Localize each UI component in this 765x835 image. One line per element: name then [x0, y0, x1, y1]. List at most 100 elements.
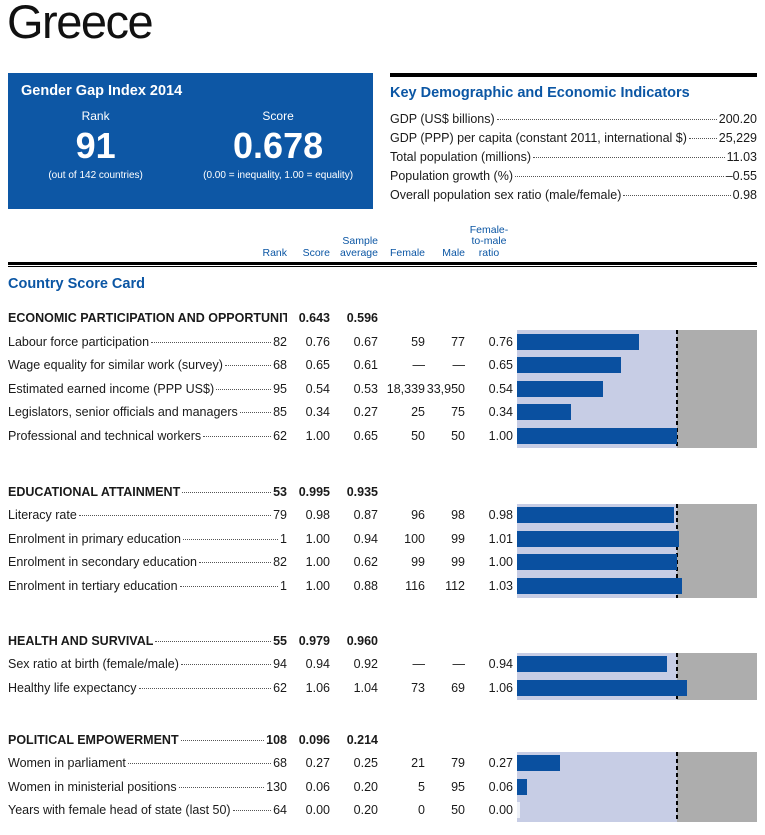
ratio-bar: [517, 679, 687, 696]
chart-plot: [517, 751, 757, 823]
column-header-line: Rank: [262, 246, 287, 259]
section-name: POLITICAL EMPOWERMENT: [8, 732, 179, 747]
indicator-score: 0.65: [305, 358, 330, 373]
dot-leader: [180, 664, 272, 666]
indicator-score: 1.00: [305, 578, 330, 593]
column-header-line: Female: [389, 246, 425, 259]
indicator-sample-average: 0.53: [353, 381, 378, 396]
dot-leader: [496, 119, 717, 120]
indicator-label: Women in parliament: [8, 756, 126, 771]
indicator-rank: 79: [273, 508, 287, 523]
column-header-line: Score: [302, 246, 330, 259]
section-label-cell: HEALTH AND SURVIVAL 55: [8, 634, 287, 648]
indicator-score: 0.00: [305, 803, 330, 818]
chart-bar-row: [517, 799, 757, 823]
indicator-label-cell: Women in parliament 68: [8, 756, 287, 770]
indicator-row: Literacy rate 79 0.98 0.87 96 98 0.98: [8, 504, 513, 528]
section-header-row: EDUCATIONAL ATTAINMENT 53 0.995 0.935: [8, 480, 513, 504]
key-indicator-row: GDP (PPP) per capita (constant 2011, int…: [390, 129, 757, 148]
column-header-female-to-male-ratio: Female-to-male ratio: [465, 223, 513, 260]
indicator-row: Enrolment in secondary education 82 1.00…: [8, 551, 513, 575]
indicator-ratio: 0.34: [488, 405, 513, 420]
chart-bar-row: [517, 653, 757, 677]
ratio-bar: [517, 333, 639, 350]
indicator-female-value: 73: [411, 680, 425, 695]
column-header-line: ratio: [478, 246, 500, 259]
indicator-rank: 82: [273, 555, 287, 570]
indicator-female-value: 18,339: [386, 381, 425, 396]
indicator-ratio: 0.76: [488, 334, 513, 349]
indicator-label: GDP (US$ billions): [390, 112, 495, 126]
key-indicator-row: GDP (US$ billions) 200.20: [390, 110, 757, 129]
index-box-title: Gender Gap Index 2014: [21, 83, 183, 99]
ratio-bar: [517, 802, 520, 819]
indicator-rank: 62: [273, 680, 287, 695]
page-title: Greece: [7, 0, 154, 48]
ratio-bar: [517, 404, 572, 421]
indicator-sample-average: 1.04: [353, 680, 378, 695]
column-header-line: Sample: [342, 235, 378, 247]
column-header-female: Female: [378, 246, 425, 260]
chart-bar-row: [517, 527, 757, 551]
column-header-score: Score: [287, 246, 330, 260]
gender-gap-index-box: Gender Gap Index 2014 Rank 91 (out of 14…: [8, 73, 373, 209]
indicator-value: 25,229: [718, 131, 757, 145]
dot-leader: [182, 491, 272, 493]
score-label: Score: [262, 109, 294, 123]
column-header-line: Male: [442, 246, 465, 259]
section-rank: 108: [266, 732, 287, 747]
indicator-ratio: 1.06: [488, 680, 513, 695]
column-header-sample-average: Sample average: [330, 235, 378, 259]
indicator-score: 1.00: [305, 555, 330, 570]
chart-bar-row: [517, 401, 757, 425]
column-header-rank: Rank: [8, 246, 287, 260]
column-header-line: Female-: [469, 223, 509, 236]
indicator-rank: 94: [273, 657, 287, 672]
column-header-male: Male: [425, 246, 465, 260]
indicator-ratio: 0.54: [488, 381, 513, 396]
rank-caption: (out of 142 countries): [48, 170, 143, 181]
indicator-label: Population growth (%): [390, 169, 513, 183]
indicator-male-value: 69: [451, 680, 465, 695]
indicator-female-value: 116: [405, 578, 425, 593]
indicator-row: Professional and technical workers 62 1.…: [8, 424, 513, 448]
equality-line: [676, 751, 678, 822]
indicator-male-value: 50: [451, 803, 465, 818]
indicator-sample-average: 0.94: [353, 531, 378, 546]
indicator-label: Literacy rate: [8, 508, 77, 523]
indicator-score: 1.00: [305, 428, 330, 443]
chart-title: [517, 480, 757, 504]
dot-leader: [138, 687, 272, 689]
indicator-male-value: 99: [451, 531, 465, 546]
indicator-label-cell: Women in ministerial positions 130: [8, 780, 287, 794]
section-header-row: ECONOMIC PARTICIPATION AND OPPORTUNITY 8…: [8, 306, 513, 330]
indicator-label: Enrolment in tertiary education: [8, 578, 178, 593]
chart-bar-row: [517, 504, 757, 528]
section-sample-average: 0.935: [346, 484, 378, 499]
indicator-male-value: 75: [451, 405, 465, 420]
indicator-label-cell: Labour force participation 82: [8, 335, 287, 349]
table-column-headers: Rank Score Sample average Female Male Female-t…: [8, 222, 757, 262]
chart-bar-row: [517, 775, 757, 799]
dot-leader: [533, 157, 725, 158]
indicator-sample-average: 0.62: [353, 555, 378, 570]
key-indicators-title: Key Demographic and Economic Indicators: [390, 85, 690, 101]
indicator-label: Sex ratio at birth (female/male): [8, 657, 179, 672]
indicator-ratio: 0.27: [488, 756, 513, 771]
rank-block: Rank 91 (out of 142 countries): [8, 109, 183, 181]
section-header-row: POLITICAL EMPOWERMENT 108 0.096 0.214: [8, 728, 513, 752]
indicator-sample-average: 0.65: [353, 428, 378, 443]
indicator-label-cell: Legislators, senior officials and manage…: [8, 405, 287, 419]
score-section: HEALTH AND SURVIVAL 55 0.979 0.960 Sex r…: [8, 629, 757, 716]
section-table: POLITICAL EMPOWERMENT 108 0.096 0.214 Wo…: [8, 728, 513, 835]
ratio-bar: [517, 507, 674, 524]
indicator-male-value: 50: [451, 428, 465, 443]
dot-leader: [178, 786, 265, 788]
indicator-label-cell: Professional and technical workers 62: [8, 429, 287, 443]
indicator-row: Healthy life expectancy 62 1.06 1.04 73 …: [8, 676, 513, 700]
chart-bar-row: [517, 752, 757, 776]
indicator-sample-average: 0.25: [353, 756, 378, 771]
column-header-line: to-male: [471, 235, 507, 247]
indicator-row: Women in parliament 68 0.27 0.25 21 79 0…: [8, 752, 513, 776]
indicator-ratio: 0.65: [488, 358, 513, 373]
